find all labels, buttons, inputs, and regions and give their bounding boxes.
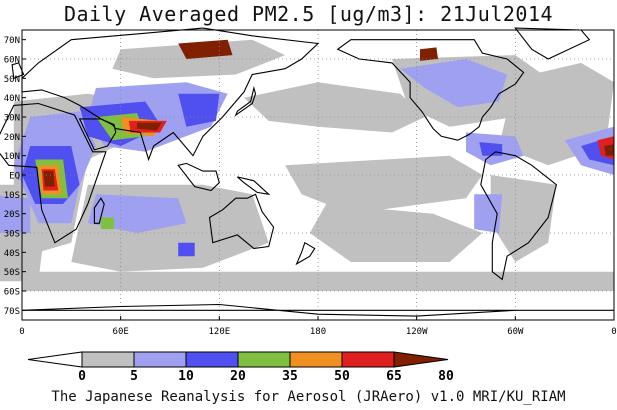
shade-darkred-sahel — [604, 144, 614, 156]
colorbar-label: 65 — [386, 369, 402, 384]
lat-label: 40N — [4, 94, 20, 104]
shade-blue-caribbean — [479, 142, 503, 156]
lon-label: 0 — [611, 327, 616, 337]
shade-gray-south-pacific — [309, 204, 483, 262]
lon-label: 60E — [113, 327, 129, 337]
coast-new-guinea — [237, 176, 271, 196]
colorbar-arrow-high — [393, 351, 449, 368]
lat-label: 60S — [4, 288, 20, 298]
shade-darkred-africa — [43, 171, 55, 187]
footer-credit: The Japanese Reanalysis for Aerosol (JRA… — [51, 389, 566, 405]
coast-north-america — [336, 39, 525, 141]
shade-blue-china — [178, 93, 220, 127]
lat-labels: 70N 60N 50N 40N 30N 20N 10N EQ 10S 20S 30S 40S 50S 60… — [4, 36, 26, 317]
colorbar-label: 35 — [282, 369, 298, 384]
lat-label: 20N — [4, 133, 20, 143]
shade-darkred-canada — [420, 47, 438, 61]
colorbar-swatch — [185, 351, 239, 368]
colorbar: 0 5 10 20 35 50 65 80 — [27, 351, 454, 384]
shade-green-southindian — [100, 217, 115, 230]
shade-gray-north-pacific — [244, 82, 425, 133]
lat-label: 70N — [4, 36, 20, 46]
shade-lightblue-na — [400, 59, 508, 108]
colorbar-label: 80 — [438, 369, 454, 384]
lat-label: 50S — [4, 268, 20, 278]
colorbar-swatch — [341, 351, 395, 368]
colorbar-label: 5 — [130, 369, 138, 384]
coast-indonesia — [177, 162, 220, 192]
lon-label: 120E — [208, 327, 230, 337]
lon-label: 120W — [406, 327, 428, 337]
colorbar-label: 50 — [334, 369, 350, 384]
coast-japan — [234, 85, 257, 117]
coast-madagascar — [93, 197, 105, 224]
lat-label: 60N — [4, 56, 20, 66]
colorbar-swatch — [289, 351, 343, 368]
colorbar-label: 0 — [78, 369, 86, 384]
lat-label: 30S — [4, 230, 20, 240]
shade-lightblue-southpac — [474, 194, 503, 233]
map-title: Daily Averaged PM2.5 [ug/m3]: 21Jul2014 — [63, 2, 554, 26]
coast-new-zealand — [295, 241, 316, 266]
colorbar-swatch — [133, 351, 187, 368]
lat-label: 70S — [4, 307, 20, 317]
shade-gray-south-america — [490, 175, 557, 262]
lon-label: 180 — [310, 327, 326, 337]
lat-label: 40S — [4, 249, 20, 259]
shade-lightblue-southatl — [0, 195, 31, 233]
colorbar-arrow-low — [27, 351, 83, 368]
shade-gray-southern-ocean — [22, 271, 614, 291]
shade-darkred-india — [137, 122, 162, 131]
lon-label: 60W — [507, 327, 524, 337]
lat-label: 50N — [4, 75, 20, 85]
coast-arabia — [78, 118, 117, 151]
coastlines — [0, 27, 614, 317]
lat-label: 10N — [4, 152, 20, 162]
colorbar-swatch — [81, 351, 135, 368]
lat-label: 30N — [4, 114, 20, 124]
coast-africa — [0, 102, 107, 244]
coast-eurasia — [21, 27, 320, 162]
coast-south-america — [480, 151, 558, 281]
lat-label: 20S — [4, 210, 20, 220]
shade-darkred-siberia — [178, 39, 233, 59]
colorbar-label: 20 — [230, 369, 246, 384]
colorbar-label: 10 — [178, 369, 194, 384]
shade-blue-southpac-spot — [178, 242, 195, 257]
colorbar-swatch — [237, 351, 291, 368]
coast-antarctic-margin — [21, 303, 614, 317]
lat-label: 10S — [4, 191, 20, 201]
lat-label: EQ — [9, 172, 20, 182]
lon-label: 0 — [19, 327, 24, 337]
pm25-shading — [0, 39, 614, 291]
coast-australia — [208, 193, 275, 250]
lon-labels: 0 60E 120E 180 120W 60W 0 — [19, 316, 617, 337]
coast-britain — [11, 62, 25, 80]
shade-gray-tropical-pacific — [285, 155, 483, 214]
gridlines — [22, 30, 614, 320]
